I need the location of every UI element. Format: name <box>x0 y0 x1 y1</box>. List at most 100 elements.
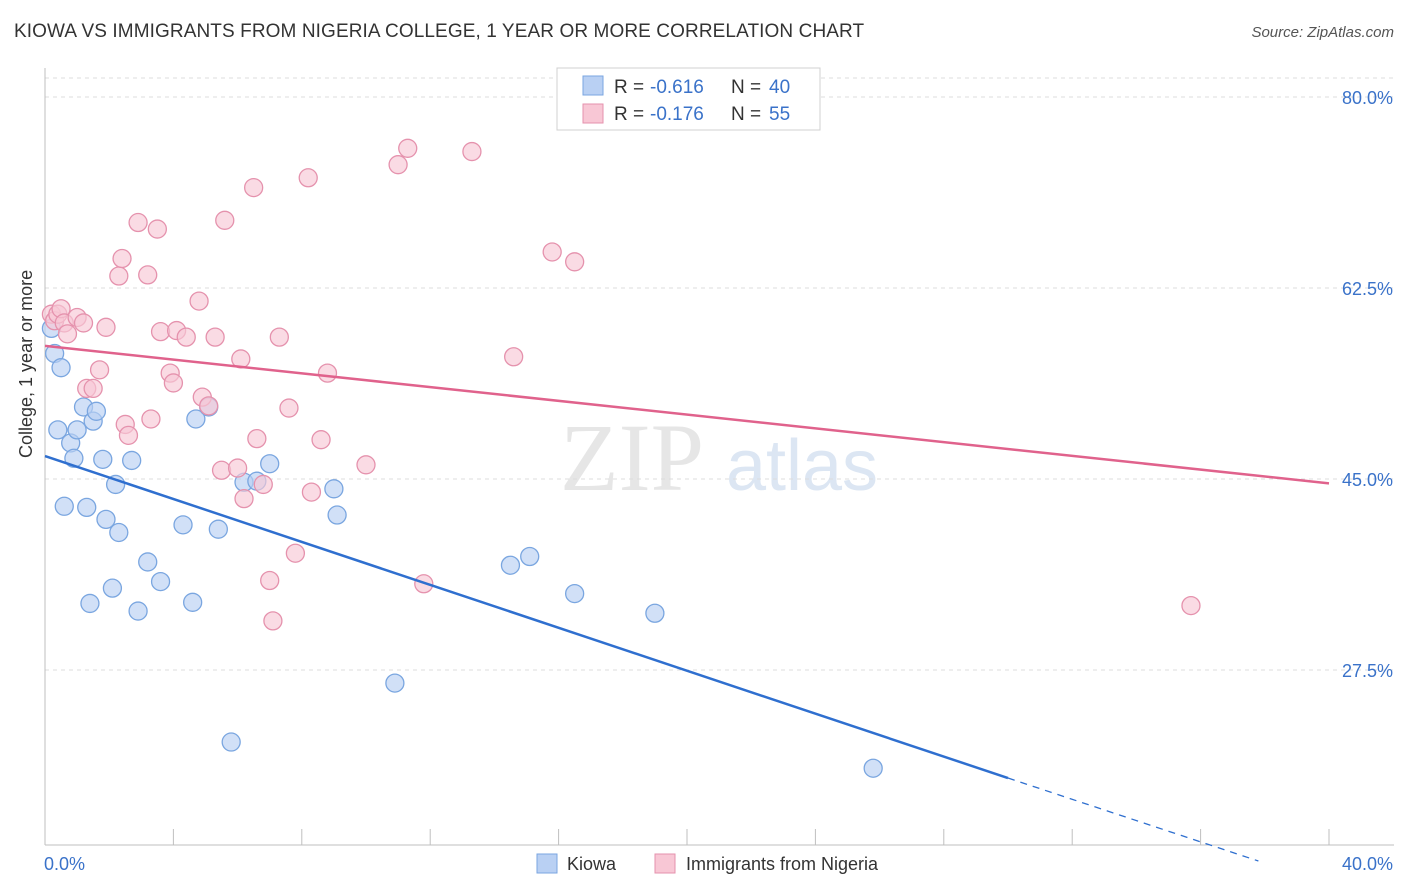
kiowa-point <box>109 522 129 543</box>
nigeria-point <box>279 398 299 418</box>
nigeria-point <box>118 425 139 445</box>
nigeria-point <box>211 460 232 480</box>
svg-text:N =: N = <box>731 104 761 125</box>
stat-r-label-kiowa: R = <box>614 77 644 98</box>
kiowa-point <box>96 509 116 530</box>
nigeria-point <box>260 570 280 591</box>
kiowa-point <box>86 401 107 421</box>
kiowa-point <box>645 603 665 623</box>
kiowa-point <box>77 497 97 518</box>
kiowa-point <box>54 496 74 516</box>
kiowa-point <box>80 593 100 614</box>
nigeria-point <box>269 327 289 347</box>
kiowa-point <box>221 732 241 752</box>
kiowa-point <box>260 454 280 474</box>
kiowa-point <box>186 409 206 429</box>
y-tick-label: 45.0% <box>1342 470 1393 490</box>
bottom-legend-swatch-kiowa <box>536 853 558 874</box>
stat-n-label-kiowa: N = <box>731 77 761 98</box>
data-points <box>41 138 1201 778</box>
kiowa-point <box>48 420 68 440</box>
nigeria-point <box>83 378 103 399</box>
nigeria-point <box>285 543 306 563</box>
nigeria-point <box>263 611 283 631</box>
kiowa-point <box>520 546 540 567</box>
nigeria-point <box>504 347 524 367</box>
bottom-legend-label-nigeria: Immigrants from Nigeria <box>686 854 879 874</box>
watermark-zip: ZIP <box>560 404 704 511</box>
stat-n-label-nigeria: N = <box>731 104 761 125</box>
stat-n-value-nigeria: 55 <box>769 104 790 125</box>
kiowa-point <box>150 571 171 592</box>
grid-lines <box>45 77 1394 671</box>
trend-lines <box>44 344 1330 862</box>
kiowa-point <box>64 448 84 468</box>
svg-text:N =: N = <box>731 77 761 98</box>
kiowa-trend-extension <box>1007 777 1259 862</box>
y-tick-label: 80.0% <box>1342 88 1393 108</box>
bottom-legend-label-kiowa: Kiowa <box>567 854 617 874</box>
kiowa-point <box>51 358 71 378</box>
svg-text:-0.616: -0.616 <box>650 77 704 98</box>
kiowa-trend-line <box>44 454 1009 780</box>
nigeria-point <box>141 409 161 429</box>
nigeria-point <box>109 266 129 286</box>
chart-title: KIOWA VS IMMIGRANTS FROM NIGERIA COLLEGE… <box>14 21 865 42</box>
nigeria-point <box>388 155 408 175</box>
nigeria-point <box>189 291 209 311</box>
nigeria-point <box>462 141 482 162</box>
nigeria-point <box>138 265 158 285</box>
svg-text:R =: R = <box>614 77 644 98</box>
nigeria-trend-line <box>44 344 1330 485</box>
kiowa-point <box>327 505 347 525</box>
y-tick-label: 27.5% <box>1342 661 1393 681</box>
kiowa-point <box>324 479 344 499</box>
nigeria-point <box>147 219 168 239</box>
nigeria-point <box>243 177 264 198</box>
svg-text:R =: R = <box>614 104 644 125</box>
nigeria-point <box>398 138 418 158</box>
kiowa-point <box>138 552 158 572</box>
nigeria-point <box>253 474 273 495</box>
nigeria-point <box>73 313 94 333</box>
nigeria-point <box>301 482 322 502</box>
nigeria-point <box>96 317 116 337</box>
svg-text:40: 40 <box>769 77 790 98</box>
bottom-legend-swatch-nigeria <box>654 853 676 874</box>
nigeria-point <box>57 324 78 344</box>
kiowa-point <box>173 515 193 535</box>
nigeria-point <box>542 242 562 262</box>
stats-legend: R = -0.616 N = 40 R = -0.176 N = 55 <box>556 67 821 131</box>
kiowa-point <box>863 758 883 778</box>
kiowa-point <box>208 519 228 539</box>
nigeria-point <box>199 396 219 416</box>
kiowa-point <box>122 450 142 471</box>
y-tick-label: 62.5% <box>1342 279 1393 299</box>
bottom-legend: Kiowa Immigrants from Nigeria <box>536 853 879 874</box>
nigeria-point <box>234 488 254 509</box>
nigeria-point <box>112 248 132 269</box>
svg-text:-0.176: -0.176 <box>650 104 704 125</box>
nigeria-point <box>311 430 331 450</box>
x-ticks <box>172 829 1330 845</box>
kiowa-point <box>102 578 123 598</box>
nigeria-point <box>128 212 148 233</box>
kiowa-point <box>93 449 113 470</box>
nigeria-point <box>89 360 110 380</box>
nigeria-point <box>227 458 248 478</box>
nigeria-point <box>565 252 585 272</box>
kiowa-point <box>565 583 585 604</box>
nigeria-point <box>150 322 171 342</box>
nigeria-point <box>163 373 184 393</box>
kiowa-point <box>128 601 148 621</box>
nigeria-point <box>205 327 225 347</box>
stat-r-value-nigeria: -0.176 <box>650 104 704 125</box>
nigeria-point <box>298 168 318 188</box>
svg-text:55: 55 <box>769 104 790 125</box>
kiowa-point <box>183 592 203 612</box>
y-tick-labels: 27.5% 45.0% 62.5% 80.0% <box>1342 88 1393 681</box>
stat-r-value-kiowa: -0.616 <box>650 77 704 98</box>
nigeria-point <box>317 363 338 383</box>
source-label: Source: ZipAtlas.com <box>1251 24 1394 41</box>
